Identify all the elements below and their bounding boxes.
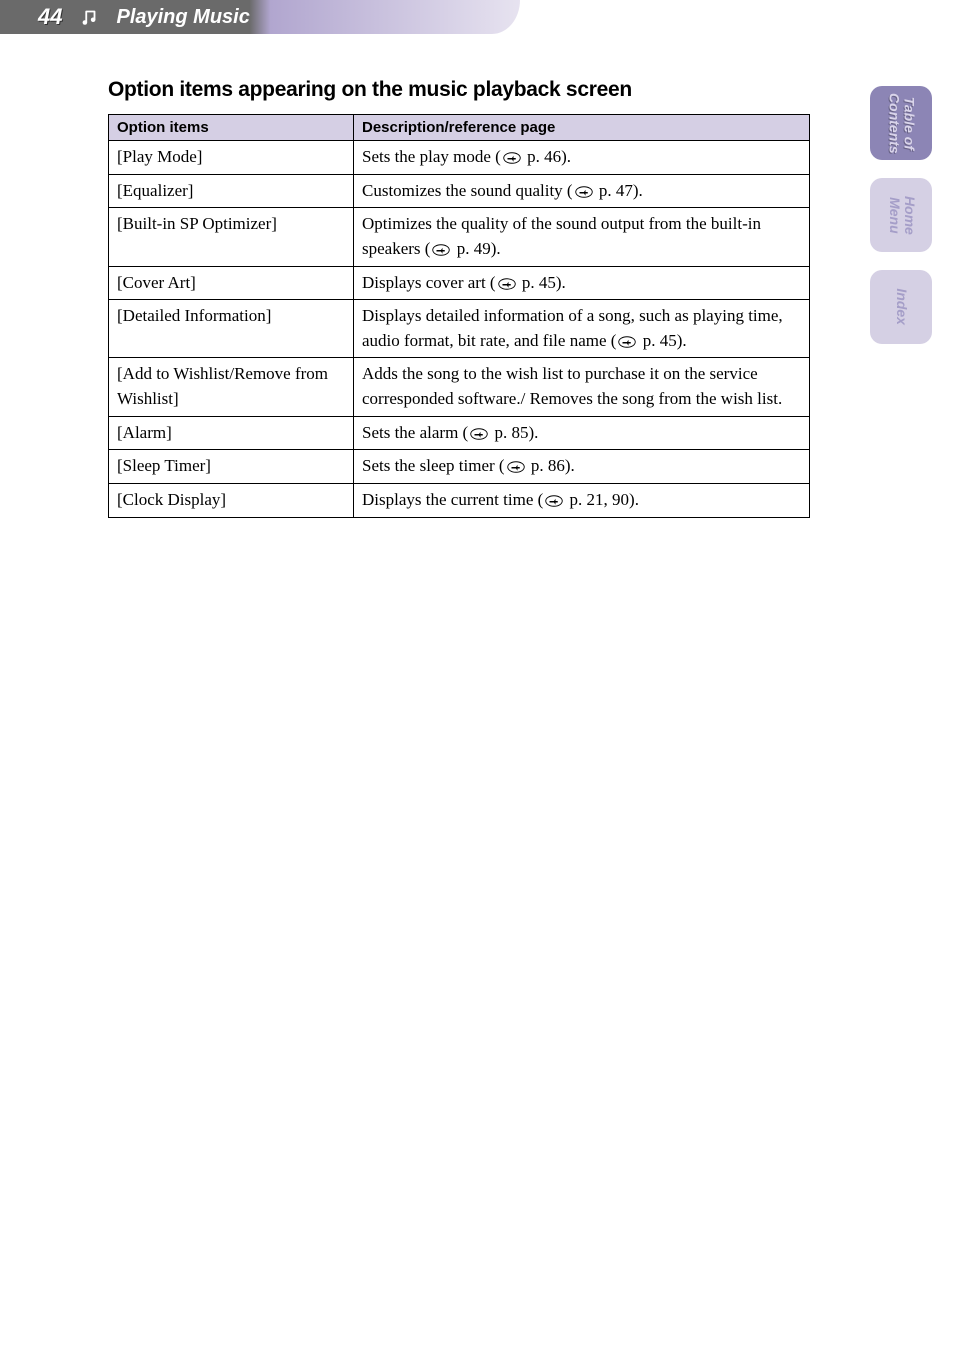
option-item-cell: [Clock Display] (109, 484, 354, 518)
description-cell: Sets the sleep timer ( p. 86). (354, 450, 810, 484)
table-row: [Detailed Information]Displays detailed … (109, 300, 810, 358)
table-row: [Alarm]Sets the alarm ( p. 85). (109, 416, 810, 450)
table-row: [Built-in SP Optimizer]Optimizes the qua… (109, 208, 810, 266)
table-row: [Add to Wishlist/Remove from Wishlist]Ad… (109, 358, 810, 416)
content-area: Option items appearing on the music play… (0, 34, 820, 518)
option-items-table: Option items Description/reference page … (108, 114, 810, 518)
col-header-desc: Description/reference page (354, 115, 810, 141)
side-tab[interactable]: Table of Contents (870, 86, 932, 160)
page-ref-hand-icon (618, 335, 636, 349)
page-root: 44 Playing Music Option items appearing … (0, 0, 954, 1370)
table-row: [Sleep Timer]Sets the sleep timer ( p. 8… (109, 450, 810, 484)
page-ref-hand-icon (503, 151, 521, 165)
option-item-cell: [Equalizer] (109, 174, 354, 208)
side-tab[interactable]: Home Menu (870, 178, 932, 252)
page-number: 44 (38, 4, 62, 30)
section-heading: Option items appearing on the music play… (108, 78, 820, 102)
description-cell: Displays cover art ( p. 45). (354, 266, 810, 300)
description-cell: Sets the alarm ( p. 85). (354, 416, 810, 450)
music-note-icon (78, 6, 100, 28)
option-item-cell: [Alarm] (109, 416, 354, 450)
chapter-title: Playing Music (116, 6, 249, 29)
description-cell: Adds the song to the wish list to purcha… (354, 358, 810, 416)
col-header-option: Option items (109, 115, 354, 141)
side-tab-label: Home Menu (886, 196, 917, 235)
table-row: [Play Mode]Sets the play mode ( p. 46). (109, 141, 810, 175)
table-header-row: Option items Description/reference page (109, 115, 810, 141)
page-ref-hand-icon (545, 494, 563, 508)
option-item-cell: [Cover Art] (109, 266, 354, 300)
page-ref-hand-icon (470, 427, 488, 441)
description-cell: Optimizes the quality of the sound outpu… (354, 208, 810, 266)
side-tab-label: Table of Contents (886, 93, 917, 154)
option-item-cell: [Sleep Timer] (109, 450, 354, 484)
side-tab[interactable]: Index (870, 270, 932, 344)
page-ref-hand-icon (432, 243, 450, 257)
description-cell: Customizes the sound quality ( p. 47). (354, 174, 810, 208)
option-item-cell: [Play Mode] (109, 141, 354, 175)
table-row: [Clock Display]Displays the current time… (109, 484, 810, 518)
description-cell: Displays the current time ( p. 21, 90). (354, 484, 810, 518)
option-item-cell: [Add to Wishlist/Remove from Wishlist] (109, 358, 354, 416)
page-ref-hand-icon (507, 460, 525, 474)
option-item-cell: [Built-in SP Optimizer] (109, 208, 354, 266)
description-cell: Displays detailed information of a song,… (354, 300, 810, 358)
page-ref-hand-icon (498, 277, 516, 291)
option-item-cell: [Detailed Information] (109, 300, 354, 358)
page-ref-hand-icon (575, 185, 593, 199)
description-cell: Sets the play mode ( p. 46). (354, 141, 810, 175)
table-row: [Equalizer]Customizes the sound quality … (109, 174, 810, 208)
header-bar: 44 Playing Music (0, 0, 520, 34)
side-tabs: Table of Contents Home Menu Index (870, 86, 932, 344)
table-row: [Cover Art]Displays cover art ( p. 45). (109, 266, 810, 300)
side-tab-label: Index (893, 289, 908, 326)
